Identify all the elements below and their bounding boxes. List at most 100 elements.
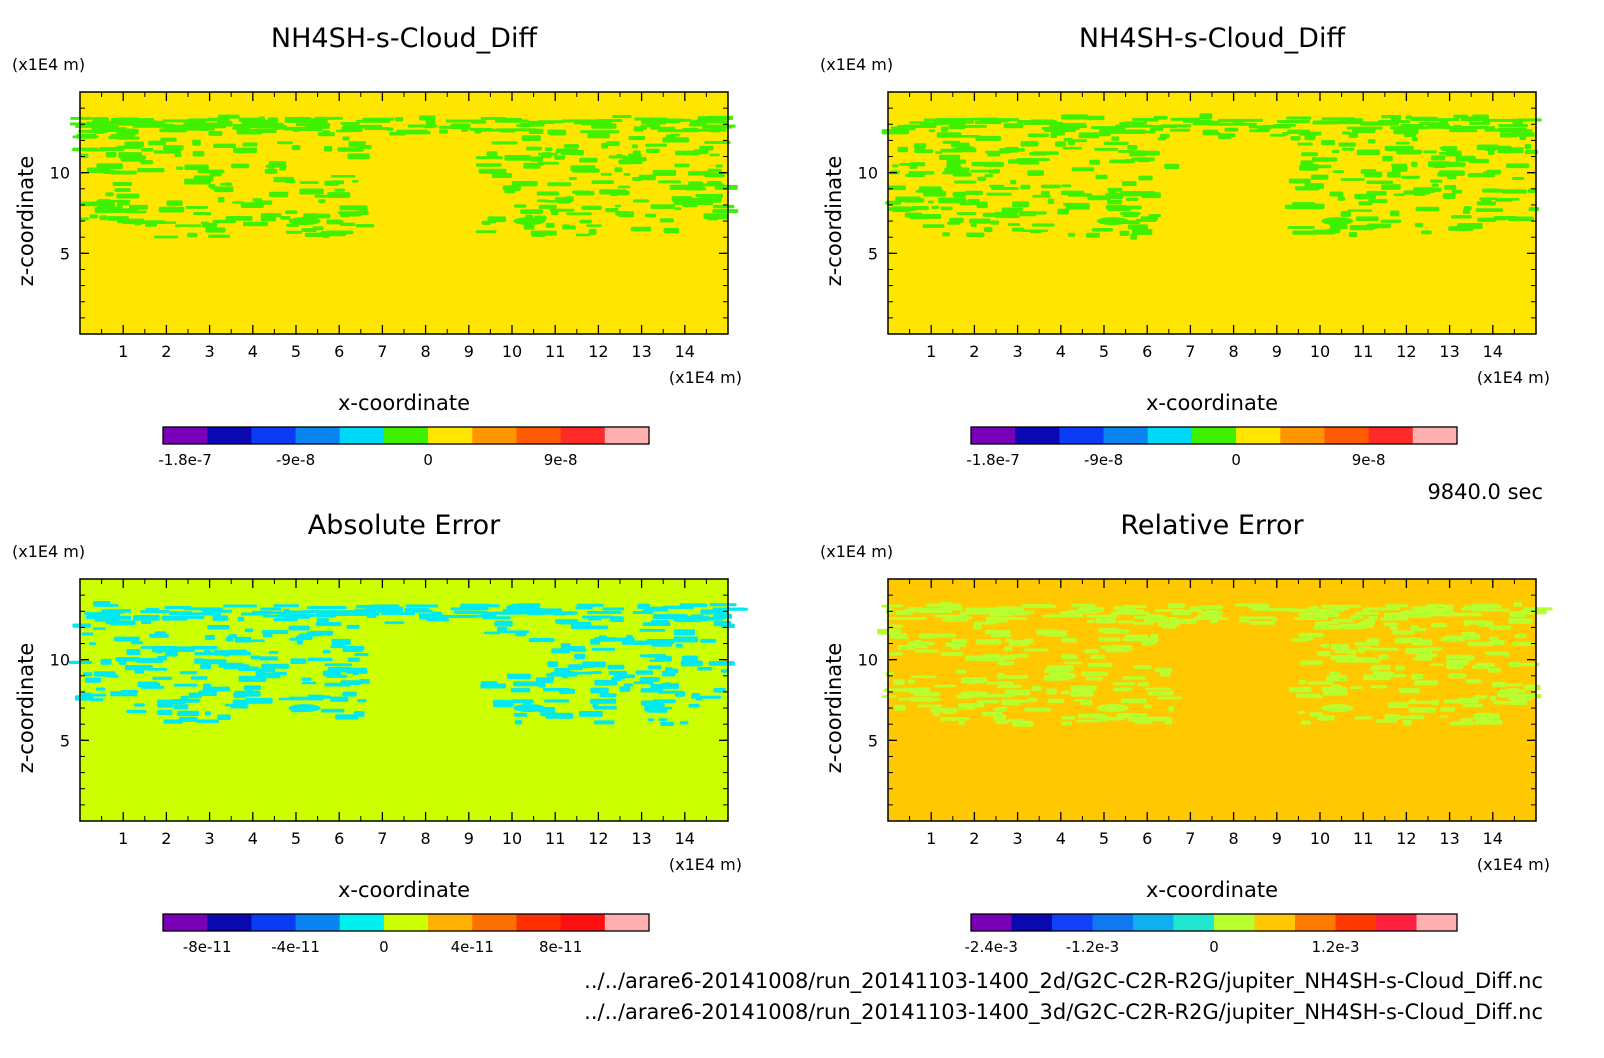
x-tick-label: 7 [1185,342,1195,361]
y-tick-label: 10 [50,651,70,670]
colorbar-label: 9e-8 [1352,451,1386,469]
chart-panel: NH4SH-s-Cloud_Diff(x1E4 m)(x1E4 m)1 2 3 4 5 6… [820,23,1550,469]
colorbar-swatch [516,914,562,931]
x-tick-label: 12 [1396,342,1416,361]
colorbar-swatch [1412,427,1458,444]
x-tick-label: 3 [1013,342,1023,361]
colorbar: -8e-11 -4e-11 0 4e-11 8e-11 [162,913,650,956]
field-pattern [70,114,739,239]
x-tick-label: 6 [334,342,344,361]
colorbar-label: 0 [1209,938,1219,956]
x-tick-label: 5 [291,342,301,361]
chart-title: Absolute Error [308,510,501,541]
x-tick-label: 2 [161,829,171,848]
colorbar-swatch [1103,427,1149,444]
x-tick-label: 2 [161,342,171,361]
colorbar-swatch [1335,914,1377,931]
field-pattern [68,601,748,727]
y-axis-label: z-coordinate [14,156,38,287]
x-tick-label: 14 [1483,829,1503,848]
y-tick-label: 10 [858,164,878,183]
x-axis-label: x-coordinate [338,878,470,902]
x-tick-label: 5 [1099,342,1109,361]
colorbar-label: -1.8e-7 [158,451,211,469]
x-tick-label: 13 [1439,342,1459,361]
x-tick-label: 9 [464,829,474,848]
x-tick-label: 1 [118,829,128,848]
x-tick-label: 9 [464,342,474,361]
y-axis-unit: (x1E4 m) [12,542,85,561]
x-tick-label: 11 [545,342,565,361]
x-tick-label: 12 [588,829,608,848]
colorbar-label: -9e-8 [1084,451,1123,469]
x-tick-label: 4 [248,342,258,361]
x-tick-label: 8 [421,829,431,848]
colorbar-swatch [1052,914,1093,931]
colorbar-label: -9e-8 [276,451,315,469]
y-tick-label: 5 [60,244,70,263]
colorbar-swatch [207,427,252,444]
x-tick-label: 12 [1396,829,1416,848]
x-tick-label: 13 [1439,829,1459,848]
colorbar-swatch [1376,914,1417,931]
x-axis-unit: (x1E4 m) [1477,855,1550,874]
field-pattern [877,602,1553,727]
colorbar-swatch [971,427,1016,444]
x-tick-label: 8 [421,342,431,361]
y-axis-unit: (x1E4 m) [820,55,893,74]
x-tick-label: 2 [969,342,979,361]
colorbar-label: -2.4e-3 [965,938,1018,956]
x-tick-label: 6 [334,829,344,848]
colorbar-swatch [1173,914,1215,931]
colorbar-swatch [1324,427,1370,444]
x-tick-label: 10 [1310,829,1330,848]
y-tick-label: 5 [868,731,878,750]
colorbar-label: -4e-11 [271,938,320,956]
colorbar-swatch [1133,914,1174,931]
colorbar-swatch [428,914,473,931]
x-tick-label: 1 [926,829,936,848]
x-tick-label: 6 [1142,342,1152,361]
x-axis-unit: (x1E4 m) [669,855,742,874]
x-tick-label: 2 [969,829,979,848]
x-tick-label: 14 [1483,342,1503,361]
x-tick-label: 13 [631,829,651,848]
colorbar-swatch [163,427,208,444]
colorbar-swatch [1295,914,1336,931]
y-tick-label: 10 [50,164,70,183]
x-tick-label: 11 [1353,342,1373,361]
colorbar-label: 0 [423,451,433,469]
colorbar-swatch [560,914,606,931]
colorbar-swatch [1011,914,1053,931]
y-tick-label: 10 [858,651,878,670]
chart-title: NH4SH-s-Cloud_Diff [271,23,539,54]
chart-title: NH4SH-s-Cloud_Diff [1079,23,1347,54]
colorbar-swatch [251,427,297,444]
x-tick-label: 8 [1229,829,1239,848]
colorbar-swatch [1236,427,1281,444]
chart-panel: Absolute Error(x1E4 m)(x1E4 m)1 2 3 4 5 6 7 8 9 1… [12,510,748,956]
x-tick-label: 10 [502,829,522,848]
colorbar-swatch [1280,427,1325,444]
colorbar-label: -8e-11 [183,938,232,956]
colorbar-label: 4e-11 [451,938,494,956]
colorbar-swatch [472,427,517,444]
y-axis-label: z-coordinate [822,643,846,774]
colorbar-label: 8e-11 [539,938,582,956]
colorbar-swatch [1147,427,1193,444]
colorbar-swatch [295,914,341,931]
colorbar-swatch [1416,914,1458,931]
x-tick-label: 6 [1142,829,1152,848]
colorbar-swatch [472,914,517,931]
colorbar-label: -1.8e-7 [966,451,1019,469]
colorbar-label: 1.2e-3 [1311,938,1359,956]
colorbar-swatch [383,914,429,931]
colorbar-swatch [1191,427,1237,444]
x-tick-label: 11 [1353,829,1373,848]
x-tick-label: 13 [631,342,651,361]
chart-panel: NH4SH-s-Cloud_Diff(x1E4 m)(x1E4 m)1 2 3 4 5 6… [12,23,742,469]
time-label: 9840.0 sec [1427,480,1543,504]
y-axis-unit: (x1E4 m) [12,55,85,74]
y-axis-label: z-coordinate [822,156,846,287]
